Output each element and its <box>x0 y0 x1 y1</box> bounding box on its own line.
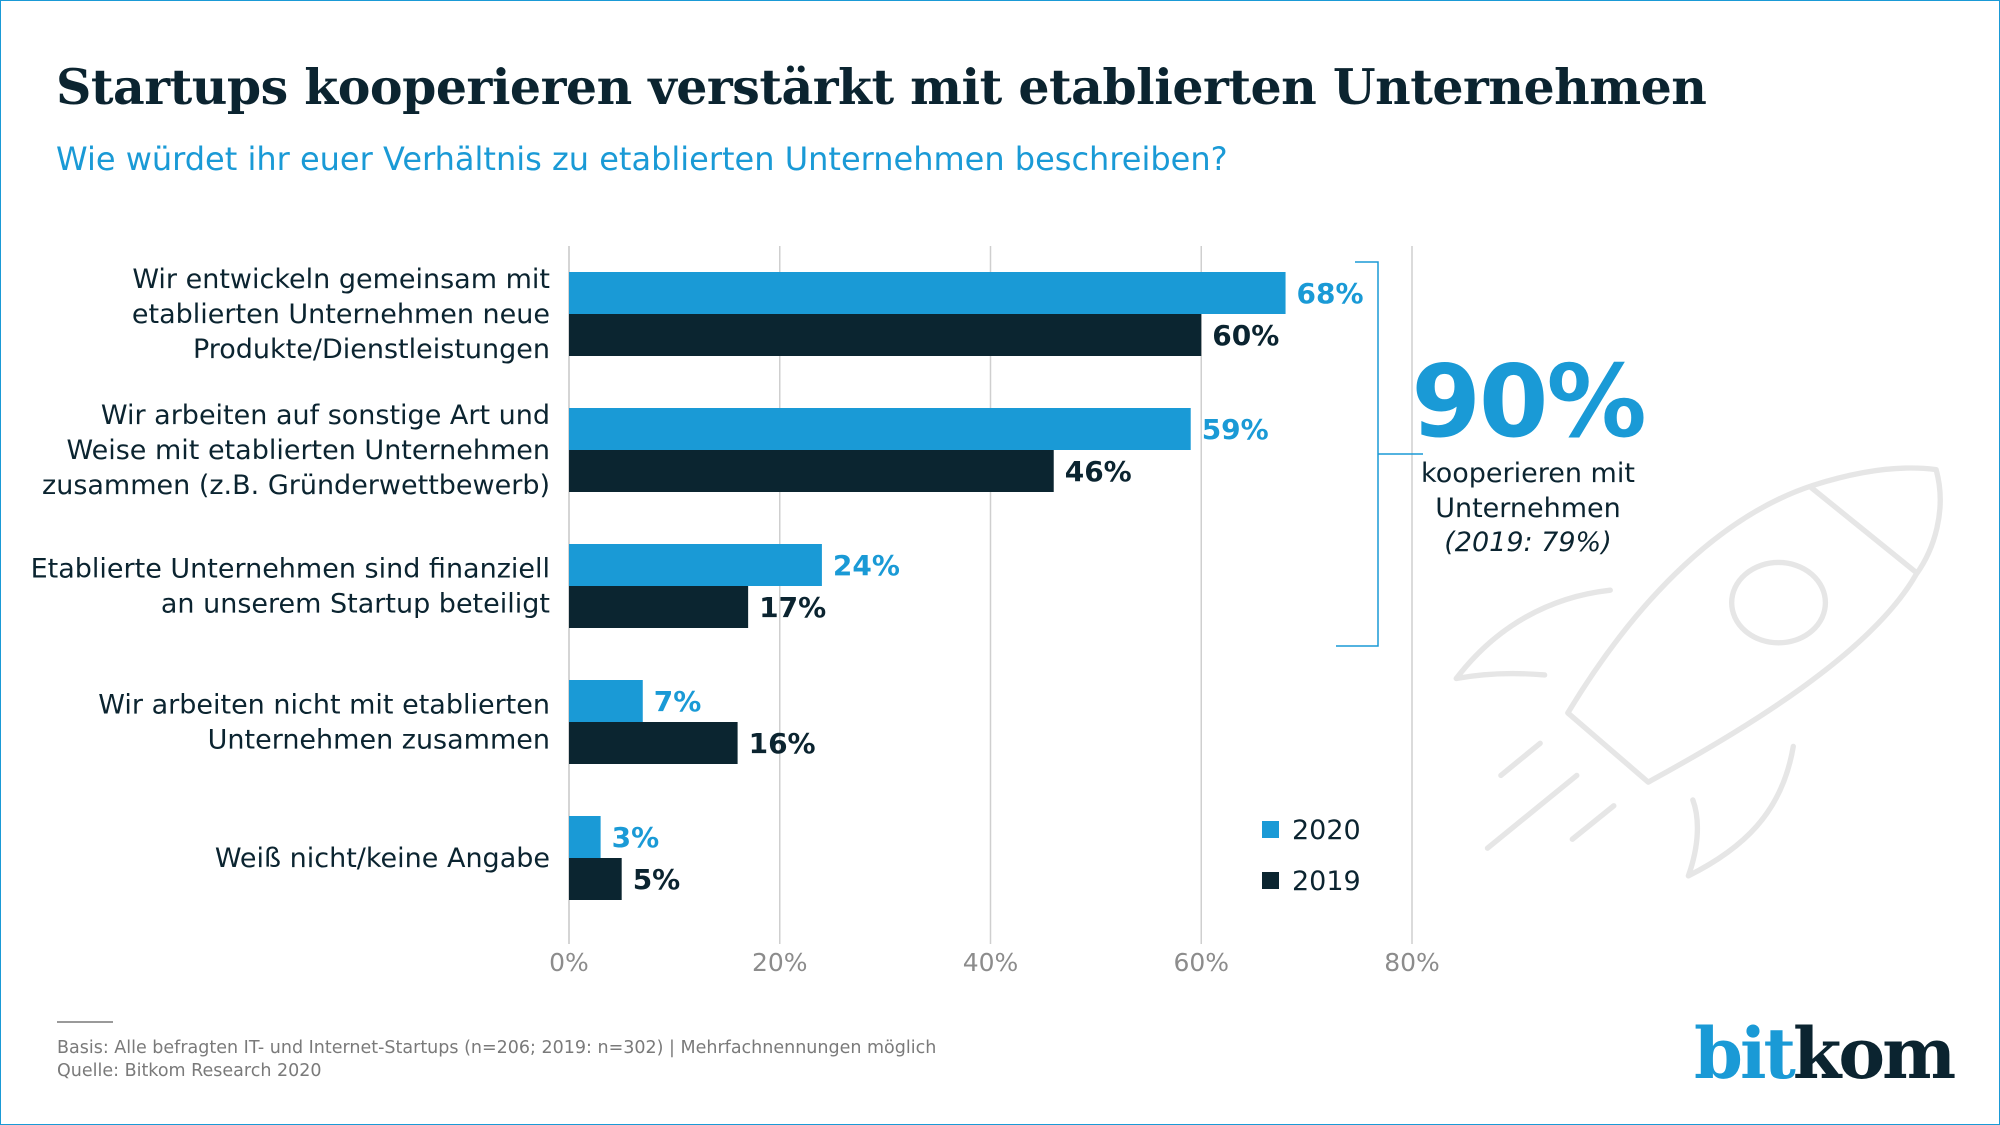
bar-2020 <box>569 272 1286 314</box>
bar-2020 <box>569 816 601 858</box>
bar-2019 <box>569 858 622 900</box>
bar-2019 <box>569 586 749 628</box>
category-label: etablierten Unternehmen neue <box>132 299 550 330</box>
rocket-nose-line <box>1808 484 1919 575</box>
value-label-2020: 3% <box>612 821 660 854</box>
callout-value: 90% <box>1411 343 1646 460</box>
rocket-illustration <box>1453 465 1943 879</box>
page-subtitle: Wie würdet ihr euer Verhältnis zu etabli… <box>56 140 1228 178</box>
x-tick-label: 0% <box>549 948 589 977</box>
rocket-window <box>1728 559 1829 646</box>
callout-line1: kooperieren mit <box>1421 458 1635 489</box>
bar-2019 <box>569 722 738 764</box>
rocket-speed-line <box>1484 772 1580 851</box>
bitkom-logo: bitkom <box>1694 1012 1956 1095</box>
category-label: Produkte/Dienstleistungen <box>193 334 550 365</box>
bar-2020 <box>569 544 822 586</box>
category-label: Etablierte Unternehmen sind finanziell <box>31 554 550 585</box>
category-label: an unserem Startup beteiligt <box>161 589 550 620</box>
rocket-body <box>1565 465 1943 785</box>
x-tick-label: 40% <box>963 948 1019 977</box>
rocket-right-fin <box>1685 743 1796 879</box>
rocket-left-fin <box>1453 587 1613 682</box>
callout-line2: Unternehmen <box>1435 493 1621 524</box>
value-label-2020: 59% <box>1202 413 1269 446</box>
x-tick-label: 20% <box>752 948 808 977</box>
page-title: Startups kooperieren verstärkt mit etabl… <box>56 58 1707 116</box>
category-label: Weiß nicht/keine Angabe <box>215 843 550 874</box>
category-label: Wir entwickeln gemeinsam mit <box>132 264 550 295</box>
footer-divider <box>57 1021 113 1023</box>
category-label: Unternehmen zusammen <box>208 725 550 756</box>
rocket-speed-line <box>1498 740 1543 779</box>
value-label-2019: 60% <box>1212 319 1279 352</box>
legend: 2020 2019 <box>1262 815 1361 897</box>
bar-2020 <box>569 408 1191 450</box>
legend-label-2020: 2020 <box>1292 815 1361 846</box>
category-label: Wir arbeiten auf sonstige Art und <box>101 400 550 431</box>
value-label-2019: 16% <box>749 727 816 760</box>
value-label-2020: 68% <box>1297 277 1364 310</box>
legend-swatch-2020 <box>1262 821 1279 838</box>
value-label-2019: 17% <box>759 591 826 624</box>
value-label-2019: 5% <box>633 863 681 896</box>
footer-basis: Basis: Alle befragten IT- und Internet-S… <box>57 1038 937 1058</box>
bar-2019 <box>569 450 1054 492</box>
legend-swatch-2019 <box>1262 872 1279 889</box>
callout-line3: (2019: 79%) <box>1444 527 1612 558</box>
bracket <box>1336 261 1423 647</box>
footer-source: Quelle: Bitkom Research 2020 <box>57 1061 322 1081</box>
bar-2020 <box>569 680 643 722</box>
value-label-2020: 7% <box>654 685 702 718</box>
x-tick-label: 60% <box>1173 948 1229 977</box>
value-label-2020: 24% <box>833 549 900 582</box>
x-tick-label: 80% <box>1384 948 1440 977</box>
category-label: Weise mit etablierten Unternehmen <box>66 435 550 466</box>
category-label: zusammen (z.B. Gründerwettbewerb) <box>42 470 550 501</box>
category-label: Wir arbeiten nicht mit etablierten <box>98 690 550 721</box>
value-label-2019: 46% <box>1065 455 1132 488</box>
rocket-speed-line <box>1569 803 1617 842</box>
legend-label-2019: 2019 <box>1292 866 1361 897</box>
bar-2019 <box>569 314 1202 356</box>
